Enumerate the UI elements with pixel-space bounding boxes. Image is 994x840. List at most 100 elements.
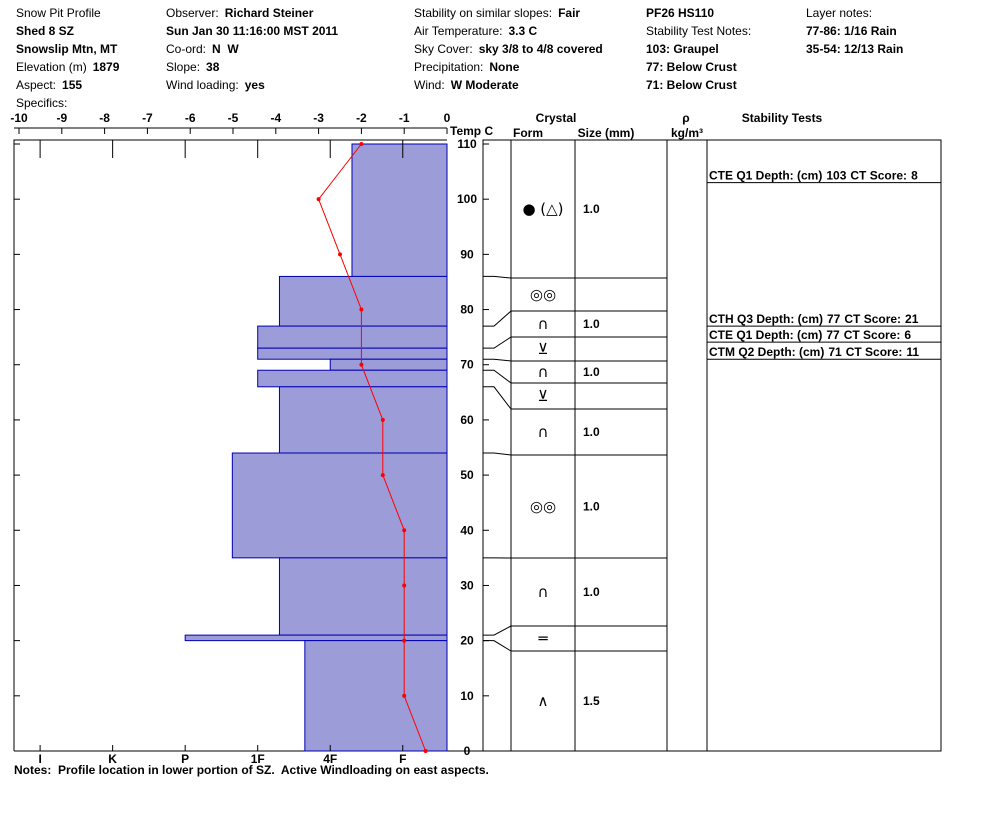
temp-axis-label: Temp C	[450, 124, 493, 138]
header-label: Slope:	[166, 60, 200, 74]
test-label: CTE Q1 Depth: (cm)	[709, 328, 822, 342]
stability-test: CTE Q1 Depth: (cm) 77 CT Score: 6	[709, 328, 911, 342]
hardness-tick-label: K	[108, 752, 117, 766]
hardness-bar	[231, 452, 448, 559]
header-value: 77: Below Crust	[646, 60, 737, 74]
header-value: 35-54: 12/13 Rain	[806, 42, 903, 56]
test-score-label: CT Score:	[844, 328, 901, 342]
header-value: Snowslip Mtn, MT	[16, 42, 118, 56]
layer-table	[482, 139, 942, 752]
column-header: kg/m³	[671, 126, 703, 140]
crystal-form: ◎◎	[530, 286, 556, 304]
header-item: PF26 HS110	[646, 6, 714, 20]
hardness-bar	[278, 275, 448, 327]
header-value: sky 3/8 to 4/8 covered	[479, 42, 603, 56]
layer-connector	[483, 369, 512, 384]
header-item: Sun Jan 30 11:16:00 MST 2011	[166, 24, 338, 38]
header-label: Elevation (m)	[16, 60, 87, 74]
temperature-point	[316, 197, 321, 202]
layer-connector	[483, 625, 512, 636]
header-value: yes	[245, 78, 265, 92]
test-label: CTE Q1 Depth: (cm)	[709, 169, 822, 183]
hardness-tick-label: P	[181, 752, 189, 766]
header-item: 77-86: 1/16 Rain	[806, 24, 897, 38]
temperature-point	[402, 638, 407, 643]
crystal-size: 1.0	[583, 585, 600, 599]
header-value: Richard Steiner	[225, 6, 314, 20]
temperature-point	[359, 307, 364, 312]
test-label: CTH Q3 Depth: (cm)	[709, 312, 823, 326]
crystal-form: ∩	[538, 583, 549, 601]
height-tick-label: 0	[464, 744, 471, 758]
test-depth: 77	[826, 328, 840, 342]
column-header: Stability Tests	[742, 111, 823, 125]
temperature-point	[402, 583, 407, 588]
temperature-point	[380, 473, 385, 478]
crystal-form: ◎◎	[530, 498, 556, 516]
header-value: Sun Jan 30 11:16:00 MST 2011	[166, 24, 338, 38]
test-label: CTM Q2 Depth: (cm)	[709, 345, 824, 359]
layer-connector	[483, 358, 512, 362]
header-value: Shed 8 SZ	[16, 24, 74, 38]
header-item: 103: Graupel	[646, 42, 719, 56]
column-header: Size (mm)	[578, 126, 635, 140]
hardness-tick-label: I	[38, 752, 41, 766]
header-label: Sky Cover:	[414, 42, 473, 56]
header-label: Snow Pit Profile	[16, 6, 101, 20]
header-label: Precipitation:	[414, 60, 483, 74]
header-label: Specifics:	[16, 96, 67, 110]
test-score: 11	[906, 345, 919, 359]
hardness-bar	[184, 634, 448, 642]
hardness-bar	[278, 557, 448, 636]
layer-connector	[483, 275, 512, 279]
header-item: Sky Cover: sky 3/8 to 4/8 covered	[414, 42, 603, 56]
crystal-size: 1.0	[583, 500, 600, 514]
header-item: Elevation (m) 1879	[16, 60, 120, 74]
crystal-form: ∩	[538, 363, 549, 381]
temperature-point	[402, 528, 407, 533]
header-value: None	[489, 60, 519, 74]
header-value: 38	[206, 60, 220, 74]
header-label: Aspect:	[16, 78, 56, 92]
header-item: Specifics:	[16, 96, 67, 110]
notes: Notes: Profile location in lower portion…	[14, 763, 489, 777]
header-item: Observer: Richard Steiner	[166, 6, 314, 20]
header-label: Wind loading:	[166, 78, 239, 92]
stability-test: CTM Q2 Depth: (cm) 71 CT Score: 11	[709, 345, 919, 359]
crystal-size: 1.0	[583, 425, 600, 439]
temperature-line	[318, 143, 427, 752]
hardness-bar	[329, 358, 448, 371]
temperature-point	[338, 252, 342, 257]
hardness-bar	[257, 347, 448, 360]
test-score-label: CT Score:	[850, 169, 907, 183]
layer-connector	[483, 386, 512, 410]
crystal-size: 1.5	[583, 694, 600, 708]
header-value: N W	[212, 42, 239, 56]
header-value: 3.3 C	[508, 24, 537, 38]
crystal-form: ∩	[538, 423, 549, 441]
header-item: Wind loading: yes	[166, 78, 265, 92]
header-item: Stability Test Notes:	[646, 24, 751, 38]
temp-tick-label: -7	[142, 111, 153, 125]
test-score: 21	[905, 312, 919, 326]
header-item: Slope: 38	[166, 60, 220, 74]
header-value: 103: Graupel	[646, 42, 719, 56]
temperature-point	[359, 362, 364, 367]
crystal-form: ● (△)	[522, 200, 563, 218]
column-header: Crystal	[536, 111, 577, 125]
stability-test: CTE Q1 Depth: (cm) 103 CT Score: 8	[709, 169, 918, 183]
height-tick-label: 60	[460, 413, 474, 427]
temperature-point	[423, 749, 428, 753]
header-item: 71: Below Crust	[646, 78, 737, 92]
header-item: Shed 8 SZ	[16, 24, 74, 38]
hardness-tick-label: 1F	[251, 752, 265, 766]
header-item: Co-ord: N W	[166, 42, 239, 56]
temperature-point	[359, 142, 364, 146]
layer-connector	[483, 452, 512, 456]
crystal-size: 1.0	[583, 202, 600, 216]
header-item: Snow Pit Profile	[16, 6, 101, 20]
header-item: Stability on similar slopes: Fair	[414, 6, 580, 20]
header-value: Fair	[558, 6, 580, 20]
header-value: PF26 HS110	[646, 6, 714, 20]
